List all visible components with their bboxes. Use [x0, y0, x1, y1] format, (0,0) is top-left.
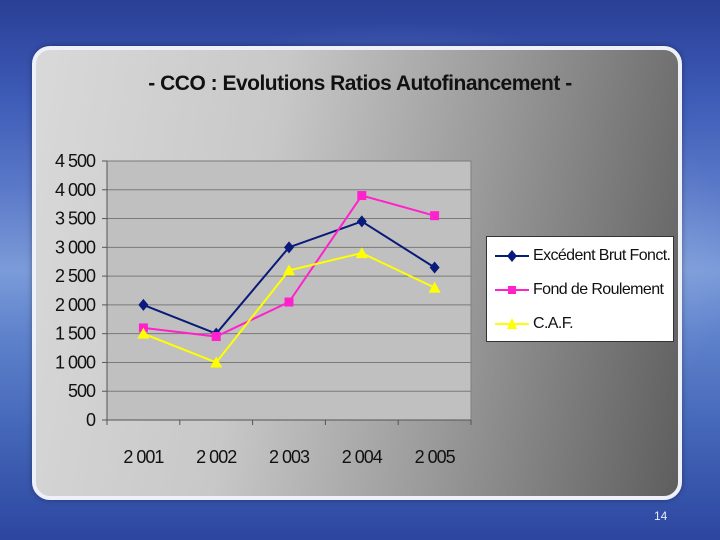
y-tick-label: 3 500 — [55, 209, 96, 229]
legend-label: C.A.F. — [533, 315, 574, 332]
x-tick-label: 2 004 — [342, 447, 383, 467]
legend-marker-square — [495, 286, 529, 294]
legend-label: Fond de Roulement — [533, 281, 664, 298]
y-tick-label: 1 500 — [55, 324, 96, 344]
page-number: 14 — [654, 509, 668, 523]
data-point-square — [284, 297, 294, 307]
data-point-square — [211, 332, 221, 342]
legend-item-caf: C.A.F. — [493, 313, 673, 335]
y-tick-label: 500 — [68, 381, 96, 401]
data-point-triangle — [137, 327, 150, 339]
y-tick-label: 4 500 — [55, 151, 96, 171]
y-tick-label: 2 500 — [55, 266, 96, 286]
y-tick-label: 0 — [86, 410, 96, 430]
data-point-diamond — [429, 261, 440, 274]
data-point-diamond — [356, 215, 367, 228]
y-tick-label: 4 000 — [55, 180, 96, 200]
x-tick-label: 2 002 — [196, 447, 237, 467]
axes: 0 500 1 000 1 500 2 000 2 500 3 000 3 500 4 000 4… — [55, 151, 472, 467]
data-point-square — [430, 211, 440, 221]
data-point-triangle — [283, 264, 295, 276]
legend: Excédent Brut Fonct. Fond de Roulement C… — [486, 236, 674, 342]
plot-area — [106, 160, 472, 421]
y-tick-label: 3 000 — [55, 237, 96, 257]
legend-item-excedent: Excédent Brut Fonct. — [493, 245, 673, 267]
y-tick-label: 1 000 — [55, 352, 96, 372]
y-tick-label: 2 000 — [55, 295, 96, 315]
legend-label: Excédent Brut Fonct. — [533, 247, 671, 264]
data-point-diamond — [284, 241, 294, 254]
data-point-diamond — [138, 298, 149, 311]
x-tick-label: 2 001 — [123, 447, 164, 467]
data-point-square — [357, 191, 367, 201]
data-point-triangle — [428, 281, 441, 293]
chart-title: - CCO : Evolutions Ratios Autofinancemen… — [148, 72, 572, 95]
data-point-triangle — [355, 247, 368, 259]
legend-marker-diamond — [495, 250, 529, 262]
legend-marker-triangle — [495, 318, 529, 329]
x-tick-label: 2 003 — [269, 447, 310, 467]
legend-item-fond-roulement: Fond de Roulement — [493, 279, 673, 301]
series-lines — [137, 191, 441, 368]
x-tick-label: 2 005 — [415, 447, 456, 467]
data-point-triangle — [210, 356, 223, 368]
